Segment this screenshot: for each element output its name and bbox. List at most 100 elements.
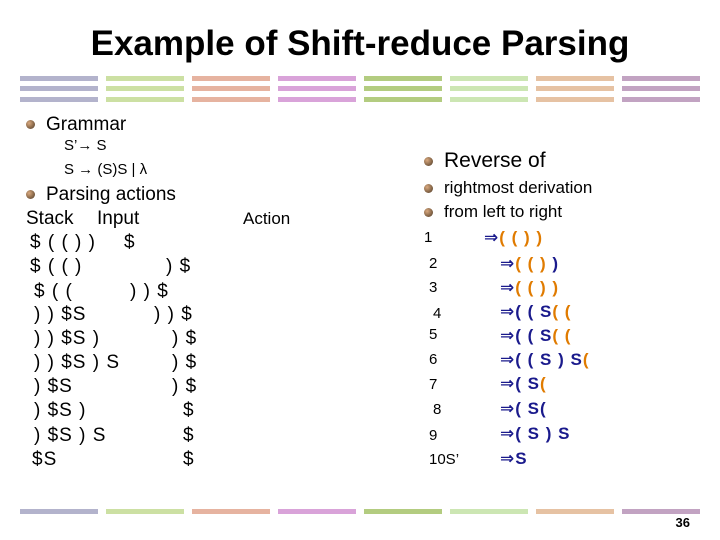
slide-title: Example of Shift-reduce Parsing: [90, 24, 630, 63]
derivation-step: ⇒( ( ) ): [484, 228, 543, 248]
step-number: 8: [433, 401, 442, 418]
input-cell: ) ) $: [154, 304, 193, 325]
bullet-icon: [26, 120, 35, 130]
stripe-segment: [450, 76, 528, 81]
derives-arrow: ⇒: [500, 326, 516, 345]
step-number: 3: [429, 279, 438, 296]
reverse-line-3: from left to right: [444, 202, 563, 221]
stripe-segment: [622, 509, 700, 514]
step-text: ( ( S: [515, 326, 553, 345]
stripe-segment: [536, 86, 614, 91]
stripe-segment: [192, 76, 270, 81]
derives-arrow: ⇒: [484, 228, 500, 247]
stripe-segment: [364, 97, 442, 102]
stripe-segment: [450, 509, 528, 514]
stripe-segment: [278, 86, 356, 91]
reverse-bullet-2: rightmost derivation: [424, 178, 592, 198]
input-cell: $: [183, 425, 195, 446]
step-tail: ( (: [552, 326, 572, 345]
stripe-segment: [106, 509, 184, 514]
stripe-segment: [20, 76, 98, 81]
step-text: ( S: [515, 399, 540, 418]
step-tail: (: [582, 350, 590, 369]
derivation-step: ⇒( S(: [500, 399, 547, 419]
stripe-segment: [536, 509, 614, 514]
derives-arrow: ⇒: [500, 424, 516, 443]
stripe-segment: [536, 97, 614, 102]
input-cell: ) ) $: [130, 281, 169, 302]
derives-arrow: ⇒: [500, 278, 516, 297]
top-stripe-1: [20, 76, 700, 81]
stripe-segment: [192, 509, 270, 514]
step-tail: ( (: [552, 302, 572, 321]
parsing-actions-heading: Parsing actions: [46, 184, 176, 205]
derivation-step: ⇒( ( ) ): [500, 278, 559, 298]
step-text: ( ( S ) S: [515, 350, 583, 369]
stripe-segment: [20, 509, 98, 514]
stripe-segment: [536, 76, 614, 81]
stack-cell: ) ) $S ) S: [34, 352, 121, 373]
stripe-segment: [278, 97, 356, 102]
stack-cell: $S: [32, 449, 58, 470]
step-number: 1: [424, 229, 433, 246]
input-cell: ) $: [172, 352, 198, 373]
derivation-step: ⇒( ( S ) S(: [500, 350, 589, 370]
stripe-segment: [106, 97, 184, 102]
step-text: ( S: [515, 374, 540, 393]
stripe-segment: [364, 86, 442, 91]
stripe-segment: [20, 86, 98, 91]
input-cell: $: [183, 449, 195, 470]
step-number: 7: [429, 376, 438, 393]
derives-arrow: ⇒: [500, 374, 516, 393]
top-stripe-2: [20, 86, 700, 91]
stripe-segment: [192, 86, 270, 91]
derives-arrow: ⇒: [500, 302, 516, 321]
step-text: S: [515, 449, 528, 468]
input-cell: $: [124, 232, 136, 253]
reverse-line-2: rightmost derivation: [444, 178, 593, 197]
step-number: 6: [429, 351, 438, 368]
derivation-step: ⇒( ( ) ): [500, 254, 559, 274]
stripe-segment: [622, 97, 700, 102]
stack-cell: $ ( ( ) ): [30, 232, 96, 253]
reverse-bullet-3: from left to right: [424, 202, 562, 222]
input-cell: $: [183, 400, 195, 421]
step-number: 5: [429, 326, 438, 343]
stripe-segment: [20, 97, 98, 102]
step-tail: ): [552, 254, 560, 273]
top-stripe-3: [20, 97, 700, 102]
input-cell: ) $: [166, 256, 192, 277]
grammar-bullet: Grammar: [26, 114, 126, 136]
input-cell: ) $: [172, 376, 198, 397]
reverse-bullet-1: Reverse of: [424, 149, 546, 173]
derives-arrow: ⇒: [500, 350, 516, 369]
stripe-segment: [278, 509, 356, 514]
grammar-rule-1: S’→ S: [64, 137, 107, 154]
derives-arrow: ⇒: [500, 449, 516, 468]
input-header: Input: [97, 208, 140, 229]
stack-cell: ) $S ): [34, 400, 87, 421]
step-text: ( ( S: [515, 302, 553, 321]
stripe-segment: [622, 86, 700, 91]
bullet-icon: [424, 184, 433, 194]
stripe-segment: [192, 97, 270, 102]
derivation-step: ⇒( S ) S: [500, 424, 570, 444]
stripe-segment: [450, 86, 528, 91]
derives-arrow: ⇒: [500, 254, 516, 273]
step-text: ( S ) S: [515, 424, 571, 443]
step-tail: (: [539, 399, 547, 418]
stripe-segment: [106, 76, 184, 81]
stack-cell: ) $S ) S: [34, 425, 107, 446]
step-number: 2: [429, 255, 438, 272]
bottom-stripe: [20, 509, 700, 514]
parsing-actions-bullet: Parsing actions: [26, 184, 176, 206]
bullet-icon: [424, 156, 433, 166]
page-number: 36: [675, 515, 690, 530]
derivation-step: ⇒S: [500, 449, 528, 469]
derivation-step: ⇒( ( S( (: [500, 326, 571, 346]
stack-header: Stack: [26, 208, 74, 229]
step-text: ( ( ) ): [499, 228, 544, 247]
derives-arrow: ⇒: [500, 399, 516, 418]
stack-cell: $ ( ( ): [30, 256, 83, 277]
stripe-segment: [278, 76, 356, 81]
